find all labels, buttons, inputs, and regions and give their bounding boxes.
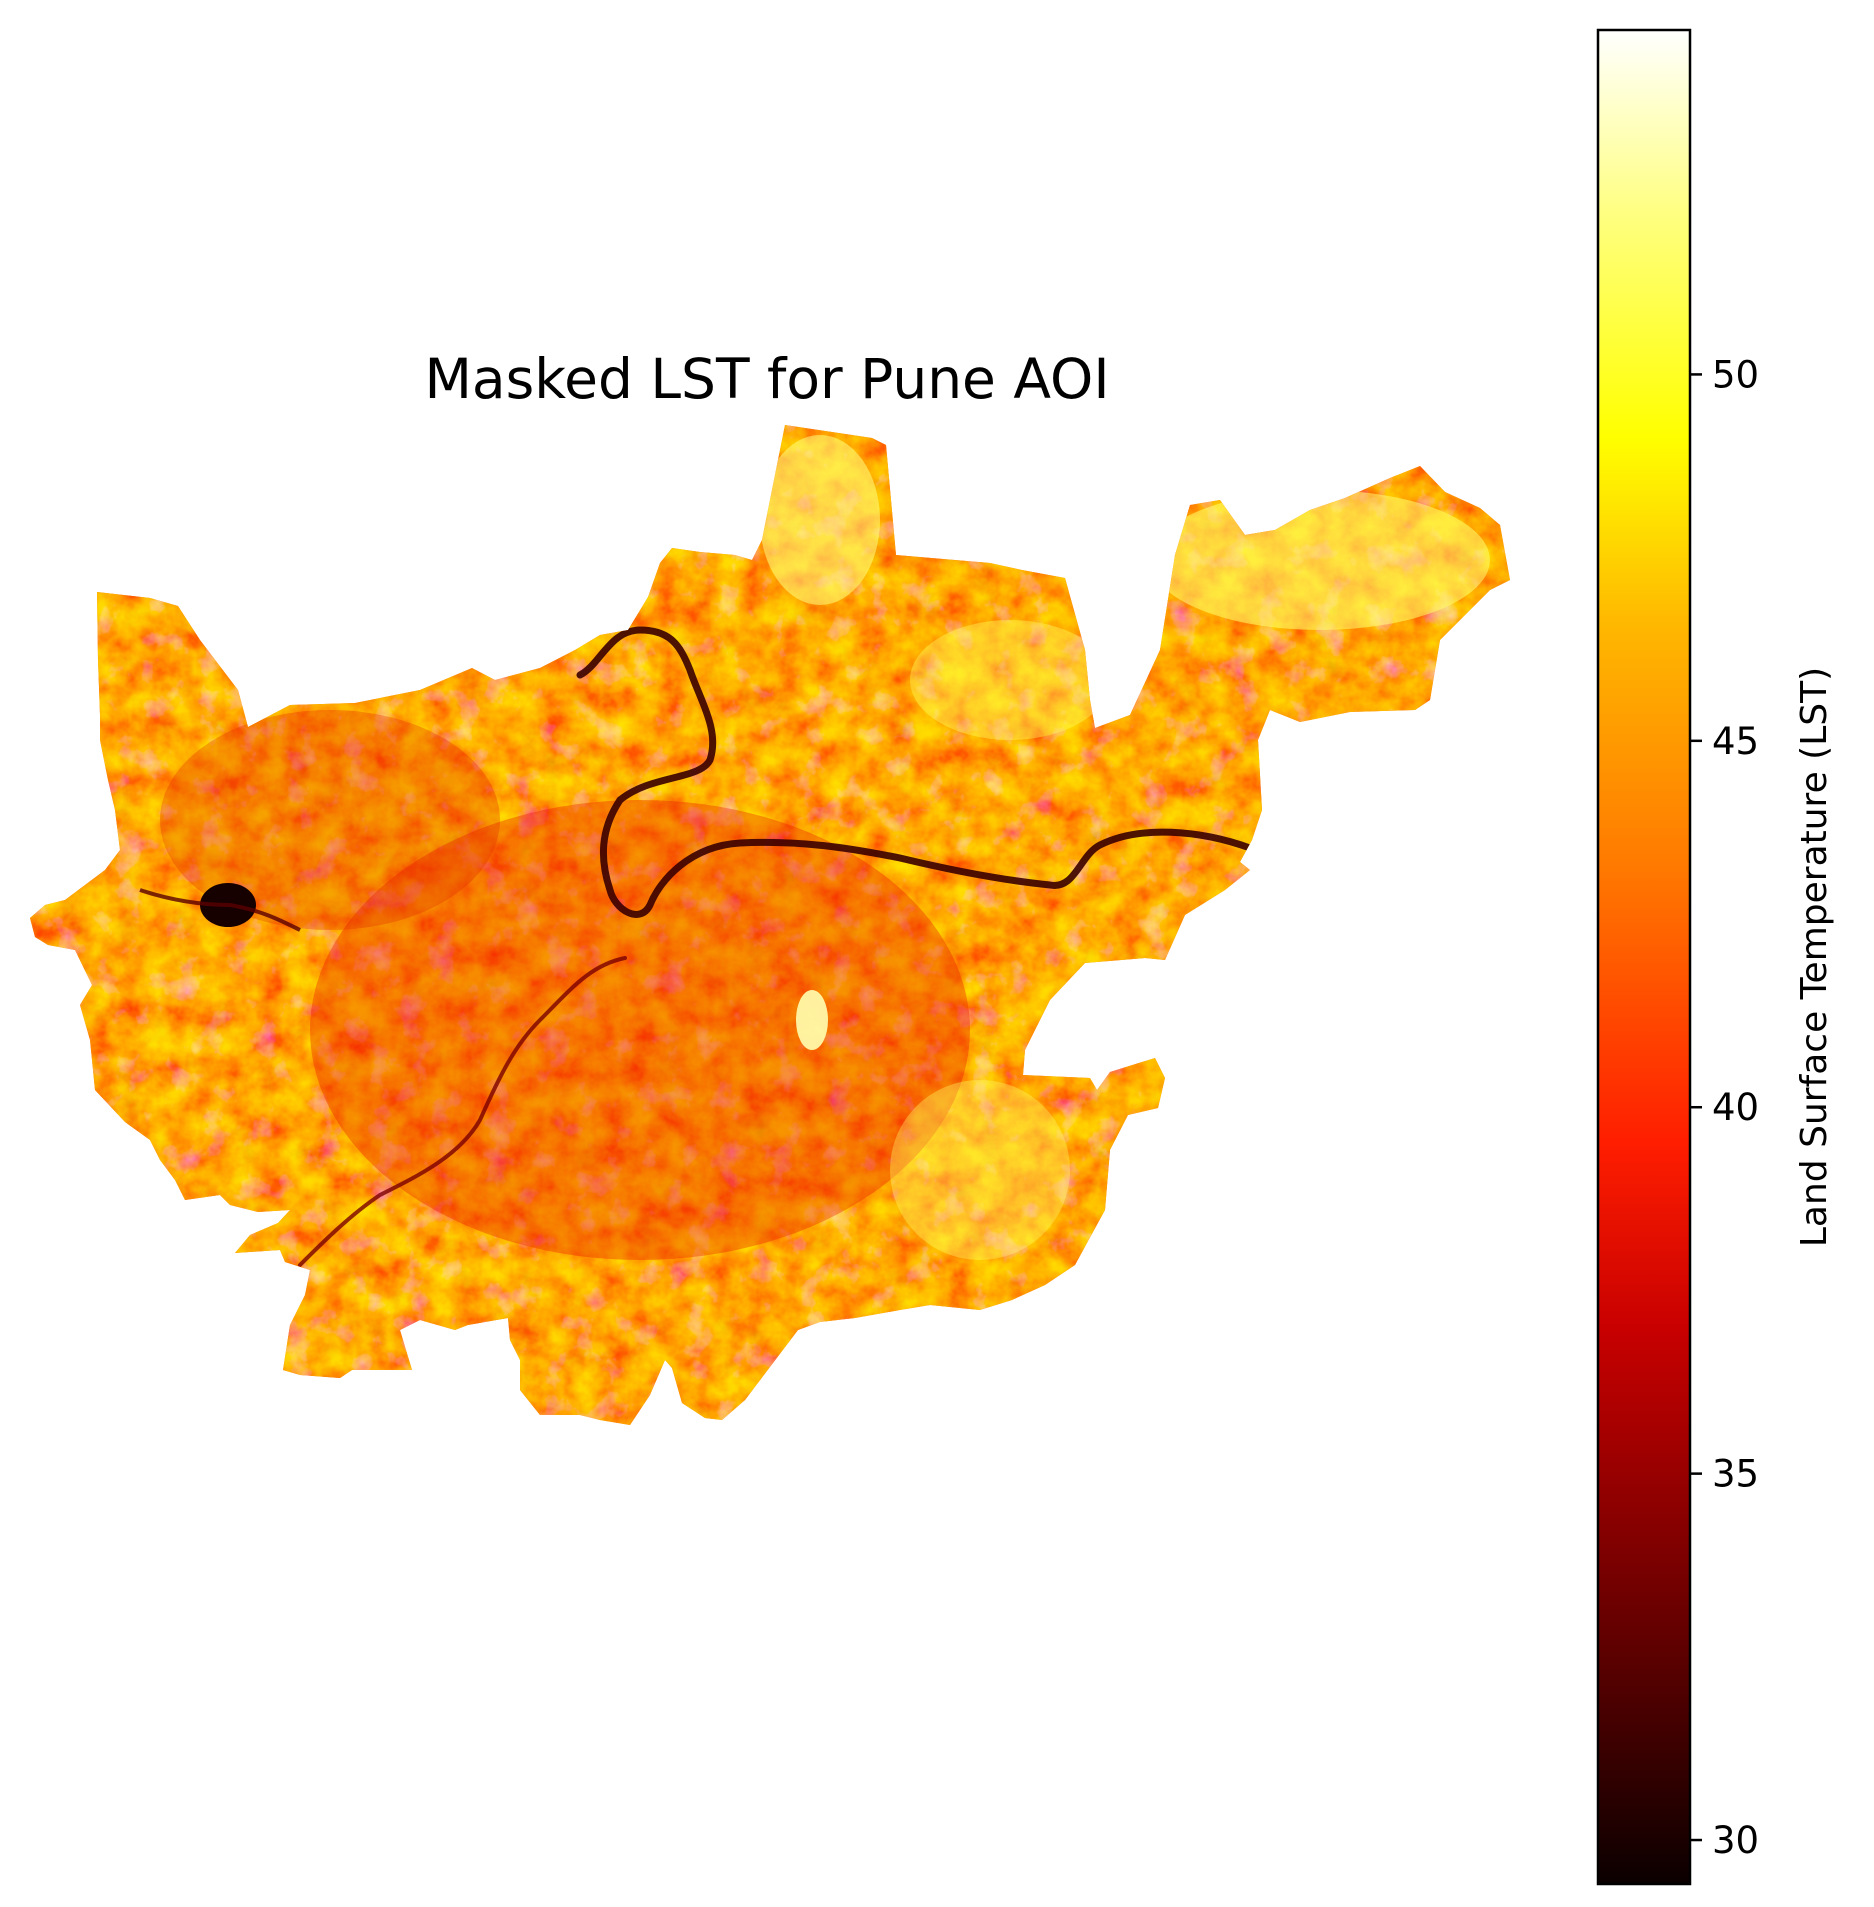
river-mula-mutha: [576, 626, 1254, 918]
hot-spot-center: [796, 990, 828, 1050]
northeast-hot-zone: [1150, 490, 1490, 630]
chart-title: Masked LST for Pune AOI: [424, 347, 1109, 411]
colorbar-label: Land Surface Temperature (LST): [1794, 667, 1835, 1247]
colorbar-ticks: 30 35 40 45 50: [1690, 353, 1759, 1862]
western-warm-zone: [160, 710, 500, 930]
north-hot-zone: [760, 435, 880, 605]
lst-raster: [30, 425, 1510, 1425]
colorbar-tick-label-50: 50: [1712, 353, 1759, 396]
central-warm-zone: [310, 800, 970, 1260]
river-southwest: [298, 956, 627, 1267]
colorbar-gradient: [1596, 28, 1692, 1886]
colorbar-tick-label-45: 45: [1712, 720, 1759, 763]
east-hot-zone: [910, 620, 1110, 740]
colorbar: 30 35 40 45 50 Land Surface Temperature (LST…: [1596, 28, 1835, 1886]
colorbar-tick-label-35: 35: [1712, 1453, 1759, 1496]
southeast-hot-zone: [890, 1080, 1070, 1260]
stream-west: [139, 888, 301, 932]
colorbar-tick-label-40: 40: [1712, 1086, 1759, 1129]
colorbar-tick-label-30: 30: [1712, 1819, 1759, 1862]
